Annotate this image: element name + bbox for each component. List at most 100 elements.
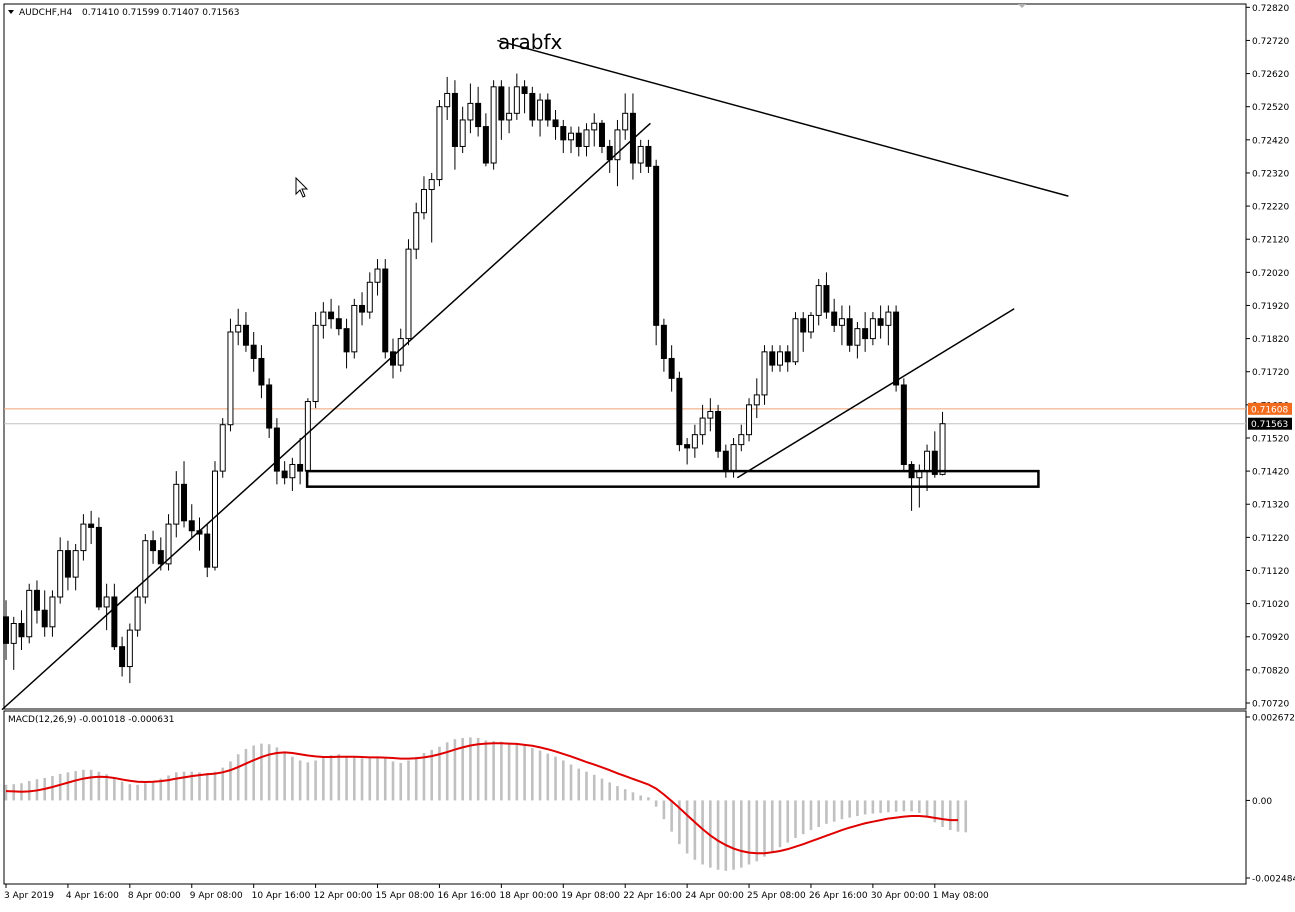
candle (227, 318, 234, 432)
candle-body (312, 324, 319, 403)
candle-body (235, 324, 242, 333)
candle (490, 80, 497, 170)
candle (753, 378, 760, 419)
candle (560, 119, 567, 154)
candle-body (266, 384, 273, 429)
time-tick-label: 3 Apr 2019 (4, 891, 54, 901)
candle-body (188, 520, 195, 532)
candle-body (769, 351, 776, 366)
macd-indicator: MACD(12,26,9) -0.001018 -0.000631 0.00267… (4, 714, 1295, 885)
candle (359, 292, 366, 326)
candle-body (746, 404, 753, 436)
candle (862, 312, 869, 352)
candle-body (900, 384, 907, 465)
candle-body (119, 646, 126, 668)
candle-body (320, 311, 327, 326)
candle-body (49, 596, 56, 628)
candle (645, 139, 652, 173)
candle (900, 378, 907, 472)
candle-body (242, 324, 249, 346)
time-tick-label: 22 Apr 16:00 (623, 891, 682, 901)
candle (444, 76, 451, 120)
candle (343, 318, 350, 369)
candle (846, 305, 853, 352)
candle (893, 305, 900, 392)
candle-body (831, 311, 838, 326)
time-tick-label: 18 Apr 00:00 (499, 891, 558, 901)
candle-body (26, 589, 33, 638)
price-tick-label: 0.70920 (1252, 633, 1289, 643)
candle (126, 623, 133, 684)
candle-body (366, 281, 373, 313)
candle-body (250, 344, 257, 359)
price-tick-label: 0.71920 (1252, 302, 1289, 312)
candle (568, 126, 575, 154)
price-tick-label: 0.72520 (1252, 103, 1289, 113)
ask-price-label: 0.71608 (1251, 405, 1288, 415)
candle-body (544, 99, 551, 121)
candle (335, 305, 342, 336)
candle-body (498, 86, 505, 121)
candle-body (33, 589, 40, 611)
candle (529, 86, 536, 127)
candle-body (444, 92, 451, 108)
candle-body (80, 523, 87, 552)
price-tick-label: 0.70720 (1252, 700, 1289, 710)
candle-body (777, 351, 783, 366)
candle-body (784, 351, 791, 363)
current-price-label: 0.71563 (1251, 420, 1288, 430)
candle (544, 93, 551, 127)
candle (88, 510, 95, 544)
candle-body (374, 268, 381, 283)
candle-body (335, 318, 342, 330)
candle-body (807, 314, 814, 333)
candle (800, 312, 807, 352)
chevron-down-icon (8, 10, 14, 14)
price-axis: 0.72820 0.72720 0.72620 0.72520 0.72420 0.723… (1246, 4, 1289, 710)
candle-body (88, 523, 95, 528)
candle (142, 534, 149, 604)
symbol-label: AUDCHF,H4 (19, 8, 73, 18)
candle-body (18, 622, 25, 638)
candle-body (691, 434, 698, 449)
time-tick-label: 25 Apr 08:00 (747, 891, 806, 901)
candle-body (707, 410, 714, 419)
candle (583, 123, 590, 157)
candle (312, 312, 319, 409)
candle (436, 100, 443, 187)
time-tick-label: 30 Apr 00:00 (871, 891, 930, 901)
candle-body (142, 540, 149, 598)
candle (134, 587, 141, 637)
candle (49, 590, 56, 637)
time-tick-label: 8 Apr 00:00 (128, 891, 181, 901)
candle (366, 272, 373, 319)
candle-body (653, 165, 660, 326)
scroll-shift-icon (1018, 4, 1026, 8)
candle (792, 312, 799, 366)
macd-tick-label: 0.002672 (1252, 714, 1295, 724)
candle (482, 113, 489, 167)
candle-body (328, 311, 335, 320)
candle-body (637, 145, 644, 164)
candle (475, 86, 482, 137)
candle (807, 312, 814, 339)
candle-body (343, 328, 350, 353)
candle (188, 504, 195, 538)
candle (622, 93, 629, 140)
price-tick-label: 0.72620 (1252, 70, 1289, 80)
price-tick-label: 0.71220 (1252, 534, 1289, 544)
candle-body (173, 483, 180, 525)
candle-body (800, 318, 807, 333)
ask-price-tag (1248, 402, 1292, 415)
candle-body (64, 550, 71, 578)
candle (738, 424, 745, 452)
candle-body (931, 450, 938, 475)
candle-body (838, 318, 845, 326)
candle-body (591, 122, 598, 131)
uptrend-line (1, 122, 651, 711)
candle-body (761, 351, 768, 396)
candle (451, 80, 458, 170)
candle-body (204, 533, 211, 568)
